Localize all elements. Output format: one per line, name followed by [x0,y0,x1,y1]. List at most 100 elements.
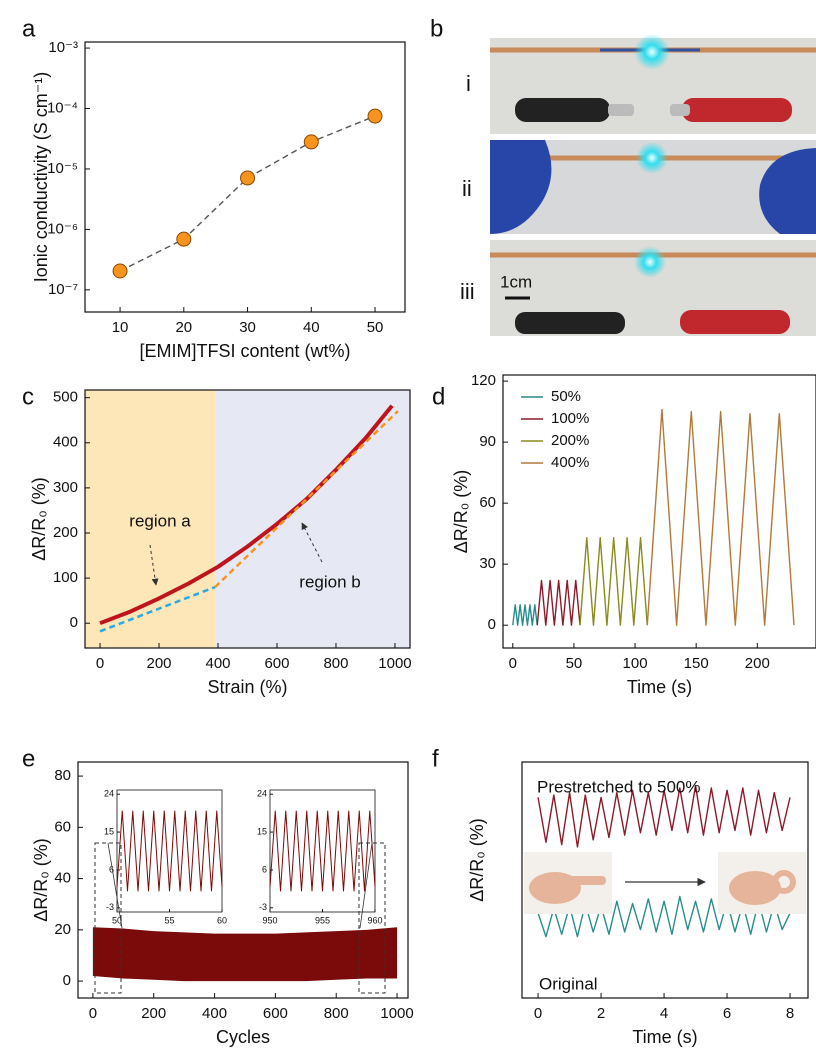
clip [680,310,790,334]
y-tick-label: 10⁻⁵ [47,160,78,177]
chart: 10 20 30 40 50 10⁻⁷ 10⁻⁶ 10⁻⁵ 10⁻⁴ 10⁻³ [EMIM]TFSI… [22,15,405,360]
data-line [513,605,537,625]
y-tick-label: 0 [70,614,78,631]
figure: b 1cm i ii iii [0,0,816,1048]
y-tick-label: 10⁻³ [48,39,78,56]
x-tick-label: 2 [597,1005,605,1022]
y-tick-label: 100 [53,569,78,586]
y-tick-label: 20 [54,921,71,938]
legend-label: 100% [551,410,589,427]
panel-label: c [22,383,34,410]
x-tick-label: 0 [89,1005,97,1022]
x-tick-label: 10 [112,319,129,336]
row-label: ii [462,176,472,201]
y-tick-label: 60 [54,818,71,835]
x-tick-label: 55 [164,915,174,925]
y-tick-label: 15 [104,826,114,836]
panel-label: a [22,15,36,42]
y-tick-label: 400 [53,434,78,451]
x-tick-label: 1000 [378,655,411,672]
plot-frame [117,790,222,912]
x-tick-label: 4 [660,1005,668,1022]
shaded-region [215,390,410,648]
y-axis-label: ΔR/R₀ (%) [31,838,51,922]
panel-label: b [430,15,443,42]
annotation: Prestretched to 500% [537,777,700,796]
led [634,246,666,278]
hand-photo [524,852,612,914]
y-tick-label: 10⁻⁶ [47,220,78,237]
x-tick-label: 30 [239,319,256,336]
x-axis-label: Cycles [216,1027,270,1047]
x-tick-label: 50 [566,655,583,672]
x-axis-label: Time (s) [627,677,692,697]
led [634,34,670,70]
x-tick-label: 960 [367,915,382,925]
clip-tip [608,104,634,116]
inset-chart: 950955960-361524 [257,789,383,926]
y-tick-label: 40 [54,870,71,887]
clip-tip [670,104,690,116]
x-tick-label: 60 [217,915,227,925]
legend-label: 50% [551,388,581,405]
x-tick-label: 200 [141,1005,166,1022]
x-tick-label: 600 [263,1005,288,1022]
x-tick-label: 8 [786,1005,794,1022]
y-tick-label: 6 [262,864,267,874]
scale-label: 1cm [500,272,532,291]
data-point [113,264,127,278]
x-tick-label: 0 [96,655,104,672]
y-tick-label: 90 [479,433,496,450]
data-band [93,927,397,981]
y-tick-label: 500 [53,389,78,406]
y-tick-label: 24 [257,789,267,799]
data-line [537,580,580,625]
data-point [304,135,318,149]
y-tick-label: 10⁻⁴ [47,99,78,116]
x-tick-label: 20 [175,319,192,336]
photo-row [490,34,816,134]
led [636,142,668,174]
clip [682,98,792,122]
finger [560,876,606,885]
y-tick-label: 15 [257,826,267,836]
photo-row: 1cm [490,240,816,336]
y-tick-label: 10⁻⁷ [48,281,78,298]
photo-panel: b 1cm i ii iii [430,15,816,336]
clip [515,98,610,122]
x-tick-label: 200 [147,655,172,672]
row-label: iii [460,279,475,304]
data-point [368,109,382,123]
y-tick-label: 24 [104,789,114,799]
annotation: Original [539,974,598,993]
x-tick-label: 40 [303,319,320,336]
data-line [580,538,647,625]
panel-label: f [432,745,439,772]
y-tick-label: 0 [488,616,496,633]
x-tick-label: 0 [534,1005,542,1022]
panel-label: e [22,745,35,772]
y-axis-label: ΔR/R₀ (%) [29,477,49,561]
x-tick-label: 400 [202,1005,227,1022]
y-tick-label: 300 [53,479,78,496]
legend-label: 400% [551,454,589,471]
y-tick-label: -3 [259,902,267,912]
x-axis-label: [EMIM]TFSI content (wt%) [139,341,350,361]
y-axis-label: ΔR/R₀ (%) [467,818,487,902]
x-axis-label: Time (s) [632,1027,697,1047]
x-tick-label: 800 [323,655,348,672]
x-tick-label: 800 [324,1005,349,1022]
y-tick-label: 0 [63,972,71,989]
x-tick-label: 200 [745,655,770,672]
y-tick-label: 200 [53,524,78,541]
photo-row [490,140,816,234]
x-tick-label: 50 [367,319,384,336]
hand [729,871,781,905]
clip [515,312,625,334]
data-line [120,116,375,271]
x-axis-label: Strain (%) [207,677,287,697]
x-tick-label: 150 [684,655,709,672]
y-tick-label: 80 [54,767,71,784]
